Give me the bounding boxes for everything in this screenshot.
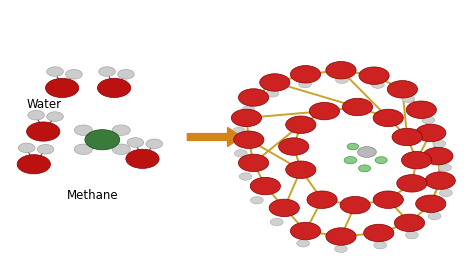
Circle shape [250, 196, 263, 204]
Circle shape [17, 155, 50, 174]
Text: Water: Water [27, 98, 62, 111]
Circle shape [326, 61, 356, 79]
Circle shape [387, 81, 418, 98]
Circle shape [234, 131, 264, 149]
Circle shape [127, 138, 144, 147]
Circle shape [99, 67, 115, 76]
Circle shape [291, 222, 320, 240]
Circle shape [310, 102, 339, 120]
Circle shape [335, 245, 347, 252]
Circle shape [74, 144, 92, 155]
Circle shape [397, 175, 427, 192]
Circle shape [375, 157, 387, 164]
Circle shape [46, 78, 79, 98]
Circle shape [85, 130, 120, 150]
Circle shape [344, 156, 357, 164]
Circle shape [238, 89, 269, 106]
Circle shape [416, 195, 446, 213]
Circle shape [373, 191, 403, 209]
Circle shape [373, 109, 403, 127]
Circle shape [374, 241, 387, 249]
Circle shape [47, 112, 64, 121]
Circle shape [416, 124, 446, 142]
Circle shape [279, 138, 309, 155]
Circle shape [112, 144, 130, 155]
Circle shape [232, 127, 246, 135]
Circle shape [423, 147, 453, 165]
Circle shape [401, 95, 414, 102]
Circle shape [28, 110, 45, 120]
Circle shape [347, 143, 358, 150]
Circle shape [270, 218, 283, 226]
Circle shape [286, 161, 316, 178]
Circle shape [112, 125, 130, 135]
Circle shape [18, 143, 35, 153]
Circle shape [336, 76, 348, 84]
Circle shape [242, 106, 255, 113]
Circle shape [260, 74, 290, 91]
Circle shape [47, 67, 64, 76]
Circle shape [401, 152, 432, 169]
Circle shape [406, 101, 437, 118]
Circle shape [340, 196, 370, 214]
Circle shape [118, 70, 134, 79]
Circle shape [438, 164, 451, 171]
Circle shape [74, 125, 92, 135]
Circle shape [65, 70, 82, 79]
Circle shape [98, 78, 131, 98]
Circle shape [231, 109, 262, 127]
Circle shape [372, 81, 384, 89]
Circle shape [342, 98, 373, 116]
Circle shape [286, 116, 316, 133]
Text: Methane: Methane [67, 189, 118, 202]
Circle shape [37, 144, 54, 154]
Circle shape [422, 116, 435, 124]
Circle shape [250, 177, 281, 195]
Circle shape [433, 140, 446, 147]
Circle shape [439, 189, 452, 196]
Circle shape [392, 128, 422, 146]
Circle shape [238, 154, 269, 172]
FancyArrow shape [187, 127, 242, 147]
Circle shape [307, 191, 337, 209]
Circle shape [126, 149, 159, 169]
Circle shape [425, 172, 456, 189]
Circle shape [297, 239, 310, 247]
Circle shape [266, 90, 279, 97]
Circle shape [269, 199, 300, 217]
Circle shape [234, 150, 247, 157]
Circle shape [394, 214, 425, 232]
Circle shape [358, 147, 376, 157]
Circle shape [428, 212, 441, 220]
Circle shape [364, 224, 394, 242]
Circle shape [326, 228, 356, 245]
Circle shape [27, 122, 60, 141]
Circle shape [239, 173, 252, 180]
Circle shape [146, 139, 163, 149]
Circle shape [359, 67, 389, 84]
Circle shape [405, 232, 418, 239]
Circle shape [359, 165, 371, 172]
Circle shape [299, 80, 311, 88]
Circle shape [291, 65, 320, 83]
